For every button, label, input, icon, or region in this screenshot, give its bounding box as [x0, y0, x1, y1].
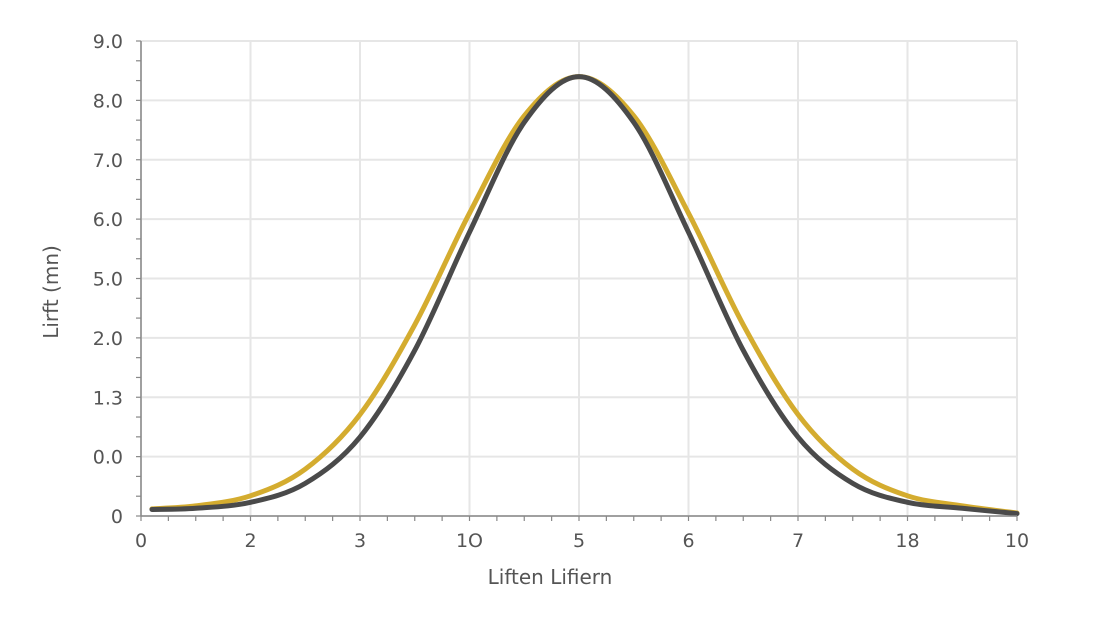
series-group	[149, 74, 1020, 517]
x-tick-label: 2	[244, 530, 256, 552]
y-tick-label: 6.0	[93, 209, 123, 231]
x-tick-label: 18	[895, 530, 919, 552]
y-tick-label: 5.0	[93, 269, 123, 291]
grid	[140, 40, 1018, 517]
x-tick-label: 1O	[456, 530, 483, 552]
y-tick-label: 0.0	[93, 447, 123, 469]
y-tick-label: 7.0	[93, 150, 123, 172]
series-line-dark	[149, 74, 1020, 517]
x-tick-label: 3	[354, 530, 366, 552]
y-tick-labels: 0 0.0 1.3 2.0 5.0 6.0 7.0 8.0 9.0	[93, 31, 123, 528]
series-line-gold	[149, 74, 1020, 516]
y-tick-label: 9.0	[93, 31, 123, 53]
x-tick-label: 5	[573, 530, 585, 552]
axes	[136, 40, 1018, 521]
x-tick-label: 10	[1005, 530, 1029, 552]
y-tick-label: 2.0	[93, 328, 123, 350]
y-tick-label: 1.3	[93, 387, 123, 409]
y-tick-label: 8.0	[93, 90, 123, 112]
x-axis-label: Liften Lifiern	[488, 565, 613, 589]
x-tick-label: 6	[682, 530, 694, 552]
x-tick-label: 7	[792, 530, 804, 552]
x-tick-labels: 0 2 3 1O 5 6 7 18 10	[135, 530, 1029, 552]
y-axis-label: Lirft (mn)	[39, 245, 63, 339]
x-tick-label: 0	[135, 530, 147, 552]
y-tick-label: 0	[111, 506, 123, 528]
